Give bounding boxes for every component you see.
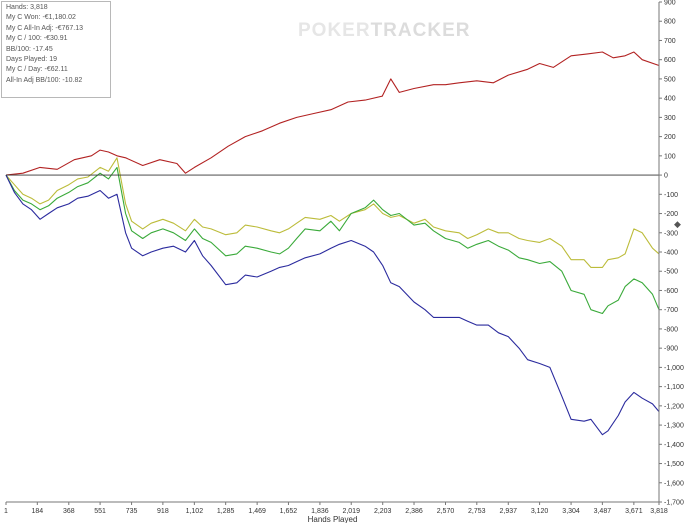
stat-days: Days Played: 19 (6, 56, 57, 64)
y-tick-label: -900 (664, 346, 678, 353)
y-tick-label: -400 (664, 250, 678, 257)
y-tick-label: -1,400 (664, 442, 684, 449)
x-tick-label: 3,487 (594, 508, 612, 515)
y-tick-label: -1,700 (664, 500, 684, 507)
x-tick-label: 2,937 (500, 508, 518, 515)
y-tick-label: -700 (664, 307, 678, 314)
y-tick-label: -200 (664, 211, 678, 218)
watermark-part1: POKER (298, 20, 371, 41)
x-tick-label: 2,753 (468, 508, 486, 515)
x-tick-label: 1,102 (186, 508, 204, 515)
x-tick-label: 1,285 (217, 508, 235, 515)
x-tick-label: 184 (31, 508, 43, 515)
y-tick-label: -1,100 (664, 384, 684, 391)
x-tick-label: 368 (63, 508, 75, 515)
stat-bb-100: BB/100: -17.45 (6, 45, 53, 53)
x-tick-label: 3,818 (650, 508, 668, 515)
x-tick-label: 1,652 (280, 508, 298, 515)
y-tick-label: -300 (664, 230, 678, 237)
stat-allin-adj: My C All-In Adj: -€767.13 (6, 24, 84, 32)
stat-per-100: My C / 100: -€30.91 (6, 35, 68, 43)
y-tick-label: -500 (664, 269, 678, 276)
y-tick-label: 800 (664, 19, 676, 26)
y-tick-label: -1,200 (664, 403, 684, 410)
x-tick-label: 3,671 (625, 508, 643, 515)
x-tick-label: 1,836 (311, 508, 329, 515)
series-line-2 (5, 157, 660, 268)
x-tick-label: 2,386 (405, 508, 423, 515)
y-tick-label: 400 (664, 96, 676, 103)
series-line-3 (5, 166, 660, 315)
y-tick-label: -1,600 (664, 480, 684, 487)
y-tick-label: 100 (664, 153, 676, 160)
x-tick-label: 551 (94, 508, 106, 515)
y-tick-label: 200 (664, 134, 676, 141)
y-tick-label: 0 (664, 173, 668, 180)
stat-won: My C Won: -€1,180.02 (6, 14, 76, 22)
stat-allin-bb-100: All-In Adj BB/100: -10.82 (6, 76, 83, 84)
stat-per-day: My C / Day: -€62.11 (6, 66, 68, 74)
x-tick-label: 918 (157, 508, 169, 515)
x-axis-title: Hands Played (308, 515, 358, 523)
resize-handle-icon[interactable]: ◆ (674, 219, 681, 229)
x-tick-label: 2,203 (374, 508, 392, 515)
series-line-1 (5, 51, 660, 176)
y-tick-label: -1,300 (664, 423, 684, 430)
stats-panel: Hands: 3,818 My C Won: -€1,180.02 My C A… (1, 1, 111, 98)
y-tick-label: 300 (664, 115, 676, 122)
x-tick-label: 1,469 (248, 508, 266, 515)
y-tick-label: -600 (664, 288, 678, 295)
y-tick-label: 700 (664, 38, 676, 45)
y-tick-label: 600 (664, 57, 676, 64)
y-tick-label: -1,000 (664, 365, 684, 372)
stat-hands: Hands: 3,818 (6, 4, 48, 11)
y-tick-label: 500 (664, 76, 676, 83)
pokertracker-watermark: POKERTRACKER (298, 20, 470, 42)
y-tick-label: -100 (664, 192, 678, 199)
x-tick-label: 2,570 (437, 508, 455, 515)
watermark-part2: TRACKER (370, 20, 471, 41)
x-tick-label: 735 (126, 508, 138, 515)
x-tick-label: 3,304 (562, 508, 580, 515)
series-line-4 (5, 174, 660, 436)
x-tick-label: 3,120 (531, 508, 549, 515)
y-tick-label: 900 (664, 0, 676, 7)
x-tick-label: 2,019 (342, 508, 360, 515)
x-tick-label: 1 (4, 508, 8, 515)
y-tick-label: -1,500 (664, 461, 684, 468)
y-tick-label: -800 (664, 326, 678, 333)
